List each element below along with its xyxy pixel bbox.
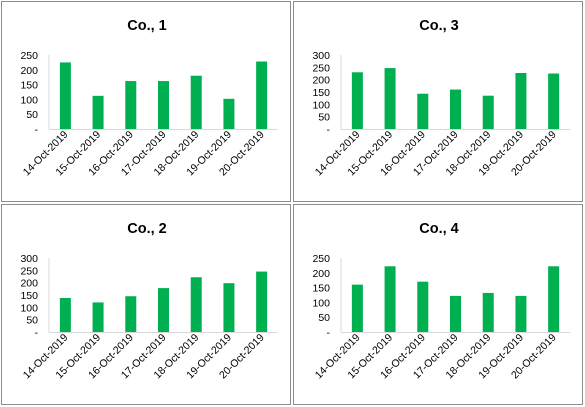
y-tick-label: 200 <box>20 278 38 290</box>
bar <box>384 266 396 332</box>
y-tick-label: 150 <box>312 87 330 99</box>
y-tick-label: 150 <box>20 290 38 302</box>
y-tick-label: 50 <box>318 112 330 124</box>
y-tick-label: 250 <box>20 265 38 277</box>
bar <box>125 81 137 129</box>
chart-svg: Co., 3-5010015020025030014-Oct-201915-Oc… <box>312 18 570 178</box>
chart-panel-co3: Co., 3-50 100 150 200 250 300 14-Oct-2019 15-Oc… <box>293 1 583 202</box>
y-tick-label: 200 <box>20 65 38 77</box>
bar <box>223 283 235 332</box>
chart-svg: Co., 2-5010015020025030014-Oct-201915-Oc… <box>20 221 278 381</box>
y-tick-label: 200 <box>312 75 330 87</box>
bar <box>256 271 268 332</box>
y-tick-label: 50 <box>26 109 38 121</box>
y-tick-label: 200 <box>312 268 330 280</box>
y-tick-label: 250 <box>312 253 330 265</box>
y-tick-label: - <box>327 327 331 339</box>
y-tick-label: 150 <box>312 283 330 295</box>
chart-svg: Co., 1-5010015020025014-Oct-201915-Oct-2… <box>20 18 278 178</box>
chart-title: Co., 1 <box>127 18 166 34</box>
bar <box>384 68 396 129</box>
y-tick-label: 300 <box>312 50 330 62</box>
bar <box>158 288 169 332</box>
bar <box>59 297 71 332</box>
bar <box>223 98 235 129</box>
bar <box>417 281 429 332</box>
y-tick-label: 50 <box>26 315 38 327</box>
bar <box>351 284 363 332</box>
bar <box>548 73 560 129</box>
y-tick-label: 50 <box>318 312 330 324</box>
y-tick-label: 250 <box>20 50 38 62</box>
bar <box>417 93 429 129</box>
y-tick-label: 250 <box>312 62 330 74</box>
y-tick-label: 150 <box>20 80 38 92</box>
bar <box>190 75 202 129</box>
y-tick-label: - <box>327 124 331 136</box>
y-tick-label: 100 <box>20 302 38 314</box>
bar <box>482 95 494 129</box>
bar <box>92 302 104 332</box>
bar <box>515 73 527 129</box>
chart-title: Co., 3 <box>419 18 458 34</box>
chart-title: Co., 2 <box>127 221 166 237</box>
bar <box>125 296 137 332</box>
bar <box>158 81 169 129</box>
bar <box>450 295 461 332</box>
bar <box>351 72 363 129</box>
y-tick-label: 100 <box>20 94 38 106</box>
bar <box>482 292 494 332</box>
bar <box>59 62 71 129</box>
y-tick-label: 300 <box>20 253 38 265</box>
y-tick-label: 100 <box>312 297 330 309</box>
chart-svg: Co., 4-5010015020025014-Oct-201915-Oct-2… <box>312 221 570 381</box>
bar <box>450 89 461 129</box>
bar <box>256 61 268 129</box>
chart-panel-co1: Co., 1-50 100 150 200 250 14-Oct-2019 15-Oct-2… <box>1 1 291 202</box>
y-tick-label: 100 <box>312 99 330 111</box>
bar <box>548 266 560 332</box>
bar <box>190 277 202 332</box>
bar <box>515 295 527 332</box>
chart-panel-co4: Co., 4-50 100 150 200 250 14-Oct-2019 15-Oct-2… <box>293 204 583 405</box>
y-tick-label: - <box>35 327 39 339</box>
y-tick-label: - <box>35 124 39 136</box>
bar <box>92 95 104 129</box>
chart-title: Co., 4 <box>419 221 458 237</box>
chart-panel-co2: Co., 2-50 100 150 200 250 300 14-Oct-2019 15-Oc… <box>1 204 291 405</box>
